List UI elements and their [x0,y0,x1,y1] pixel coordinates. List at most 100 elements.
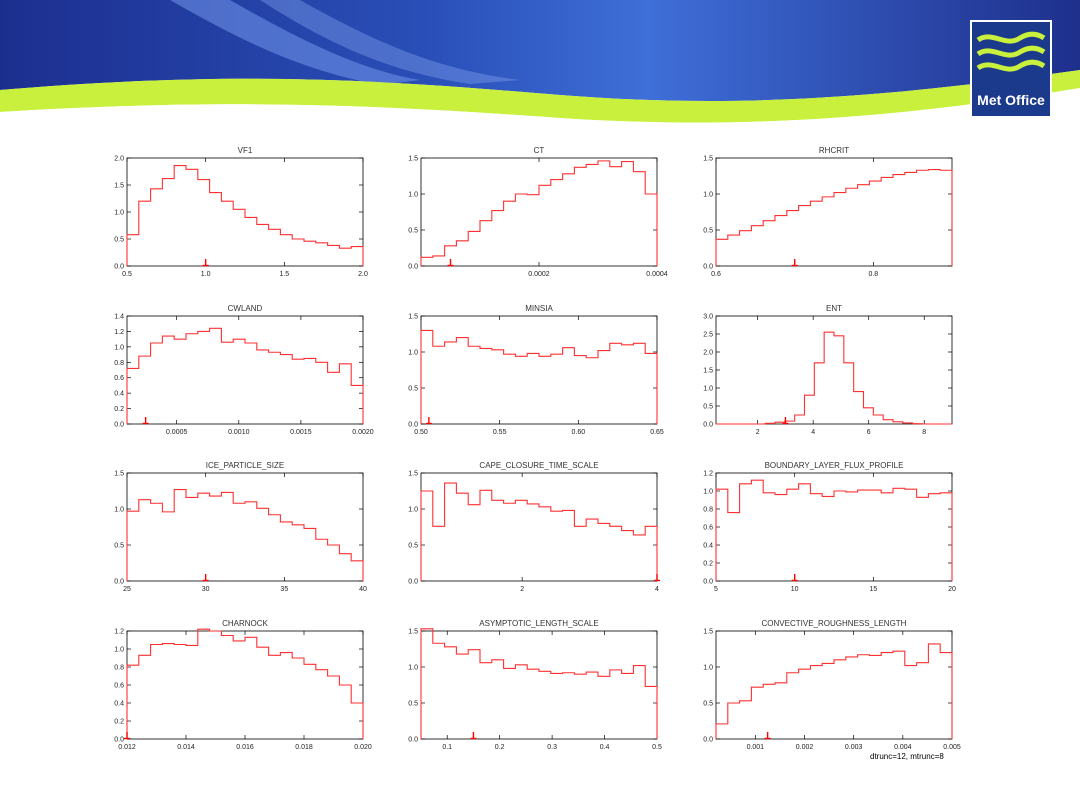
y-tick-label: 1.0 [408,350,418,357]
y-tick-label: 0.5 [408,386,418,393]
x-tick-label: 20 [948,586,956,593]
x-tick-label: 0.0004 [646,271,668,278]
plot-frame [420,315,658,425]
x-tick-label: 35 [280,586,288,593]
y-tick-label: 2.5 [703,332,713,339]
histogram-line [715,643,953,739]
y-tick-label: 0.6 [703,525,713,532]
y-tick-label: 1.5 [408,156,418,163]
x-tick-label: 6 [867,429,871,436]
plot-frame [715,630,953,740]
panel-title: RHCRIT [819,146,849,155]
x-tick-label: 0.014 [177,744,195,751]
x-tick-label: 25 [123,586,131,593]
header-light-stripe-2 [260,0,520,84]
met-office-logo: Met Office [970,20,1052,118]
y-tick-label: 1.0 [703,386,713,393]
y-tick-label: 0.5 [703,404,713,411]
x-tick-label: 0.002 [796,744,814,751]
y-tick-label: 0.0 [114,264,124,271]
x-tick-label: 0.016 [236,744,254,751]
x-tick-label: 0.0015 [290,429,312,436]
plot-frame [126,472,364,582]
panel-title: BOUNDARY_LAYER_FLUX_PROFILE [765,461,904,470]
y-tick-label: 0.0 [114,737,124,744]
y-tick-label: 0.6 [114,375,124,382]
histogram-line [420,160,658,266]
x-tick-label: 1.0 [201,271,211,278]
y-tick-label: 0.0 [408,422,418,429]
header-white-curve [0,88,1080,150]
y-tick-label: 0.5 [408,228,418,235]
x-tick-label: 0.50 [414,429,428,436]
y-tick-label: 0.8 [114,665,124,672]
histogram-panel: CT 0.0 0.5 1.0 1.5 0.0002 0.0004 [408,146,668,278]
y-tick-label: 0.4 [703,543,713,550]
y-tick-label: 1.0 [703,665,713,672]
y-tick-label: 2.0 [114,156,124,163]
y-tick-label: 1.2 [703,471,713,478]
y-tick-label: 0.0 [703,422,713,429]
panel-title: CHARNOCK [222,619,268,628]
x-tick-label: 0.5 [652,744,662,751]
y-tick-label: 0.0 [114,422,124,429]
histogram-panel: ICE_PARTICLE_SIZE 0.0 0.5 1.0 1.5 25 30 35 40 [114,461,367,593]
x-tick-label: 2 [520,586,524,593]
y-tick-label: 1.2 [114,329,124,336]
y-tick-label: 0.5 [703,701,713,708]
x-tick-label: 1.5 [279,271,289,278]
x-tick-label: 0.005 [943,744,961,751]
y-tick-label: 1.0 [408,192,418,199]
y-tick-label: 0.2 [703,561,713,568]
histogram-line [420,628,658,739]
y-tick-label: 1.0 [703,192,713,199]
y-tick-label: 0.0 [703,264,713,271]
histogram-panel: MINSIA 0.0 0.5 1.0 1.5 0.50 0.55 0.60 0.65 [408,304,664,436]
panel-title: VF1 [238,146,253,155]
x-tick-label: 0.2 [495,744,505,751]
x-tick-label: 0.018 [295,744,313,751]
y-tick-label: 1.0 [703,489,713,496]
logo-text: Met Office [977,92,1045,108]
logo-waves-icon [976,31,1046,72]
x-tick-label: 0.0005 [166,429,188,436]
panel-title: ENT [826,304,842,313]
y-tick-label: 1.5 [408,629,418,636]
x-tick-label: 0.65 [650,429,664,436]
y-tick-label: 1.0 [408,507,418,514]
x-tick-label: 2.0 [358,271,368,278]
panel-title: CONVECTIVE_ROUGHNESS_LENGTH [762,619,907,628]
y-tick-label: 1.5 [703,368,713,375]
plot-frame [420,157,658,267]
y-tick-label: 0.0 [408,264,418,271]
histogram-line [420,329,658,424]
histogram-line [126,165,364,266]
y-tick-label: 0.0 [703,737,713,744]
panel-title: CAPE_CLOSURE_TIME_SCALE [479,461,598,470]
y-tick-label: 1.5 [114,471,124,478]
y-tick-label: 0.4 [114,701,124,708]
x-tick-label: 0.4 [600,744,610,751]
histogram-panel: RHCRIT 0.0 0.5 1.0 1.5 0.6 0.8 [703,146,953,278]
y-tick-label: 3.0 [703,314,713,321]
y-tick-label: 0.5 [408,543,418,550]
histogram-panel: CAPE_CLOSURE_TIME_SCALE 0.0 0.5 1.0 1.5 2 4 [408,461,660,593]
plot-frame [126,630,364,740]
x-tick-label: 40 [359,586,367,593]
x-tick-label: 0.004 [894,744,912,751]
y-tick-label: 1.0 [114,344,124,351]
x-tick-label: 15 [869,586,877,593]
y-tick-label: 1.0 [114,210,124,217]
y-tick-label: 0.6 [114,683,124,690]
y-tick-label: 1.5 [703,156,713,163]
panel-title: ASYMPTOTIC_LENGTH_SCALE [479,619,598,628]
x-tick-label: 0.012 [118,744,136,751]
y-tick-label: 0.5 [703,228,713,235]
histogram-line [126,489,364,581]
y-tick-label: 0.4 [114,391,124,398]
x-tick-label: 5 [714,586,718,593]
histogram-panel: CHARNOCK 0.0 0.2 0.4 0.6 0.8 1.0 1.2 0.012 0.014 0… [114,619,372,751]
histogram-line [715,168,953,266]
